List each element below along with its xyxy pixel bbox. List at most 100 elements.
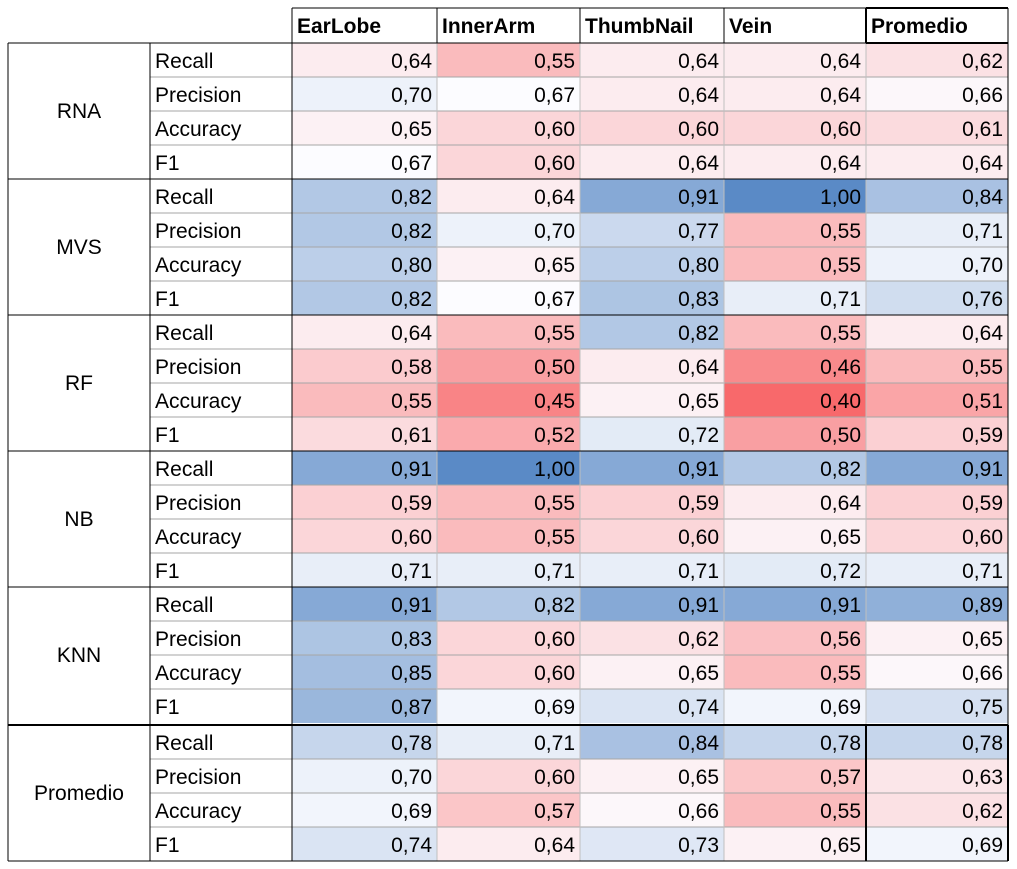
cell-value: 0,55 bbox=[534, 322, 575, 345]
cell-value: 0,73 bbox=[678, 834, 719, 857]
cell-value: 0,71 bbox=[391, 560, 432, 583]
cell-value: 0,69 bbox=[534, 696, 575, 719]
metric-label: Precision bbox=[155, 220, 241, 243]
cell-value: 0,71 bbox=[962, 560, 1003, 583]
heatmap-cell bbox=[724, 793, 866, 827]
heatmap-cell bbox=[724, 281, 866, 315]
heatmap-cell bbox=[437, 587, 580, 621]
heatmap-cell bbox=[292, 689, 437, 723]
cell-value: 0,50 bbox=[820, 424, 861, 447]
cell-value: 0,64 bbox=[820, 84, 861, 107]
heatmap-cell bbox=[437, 111, 580, 145]
cell-value: 0,60 bbox=[534, 662, 575, 685]
cell-value: 0,52 bbox=[534, 424, 575, 447]
heatmap-cell bbox=[580, 315, 724, 349]
heatmap-cell bbox=[724, 145, 866, 179]
cell-value: 0,55 bbox=[534, 492, 575, 515]
cell-value: 0,64 bbox=[534, 834, 575, 857]
group-label: NB bbox=[64, 508, 93, 531]
metric-label: Accuracy bbox=[155, 118, 242, 141]
cell-value: 0,64 bbox=[962, 322, 1003, 345]
cell-value: 0,70 bbox=[391, 766, 432, 789]
heatmap-cell bbox=[724, 485, 866, 519]
heatmap-cell bbox=[580, 111, 724, 145]
cell-value: 0,64 bbox=[820, 50, 861, 73]
cell-value: 0,82 bbox=[391, 220, 432, 243]
cell-value: 0,56 bbox=[820, 628, 861, 651]
cell-value: 0,76 bbox=[962, 288, 1003, 311]
heatmap-cell bbox=[866, 827, 1008, 861]
cell-value: 1,00 bbox=[534, 458, 575, 481]
heatmap-cell bbox=[292, 145, 437, 179]
heatmap-cell bbox=[437, 43, 580, 77]
cell-value: 0,75 bbox=[962, 696, 1003, 719]
cell-value: 0,65 bbox=[534, 254, 575, 277]
cell-value: 0,55 bbox=[534, 526, 575, 549]
heatmap-cell bbox=[580, 655, 724, 689]
heatmap-cell bbox=[437, 349, 580, 383]
heatmap-cell bbox=[292, 349, 437, 383]
cell-value: 0,84 bbox=[962, 186, 1003, 209]
cell-value: 0,64 bbox=[962, 152, 1003, 175]
heatmap-cell bbox=[724, 315, 866, 349]
heatmap-cell bbox=[724, 383, 866, 417]
cell-value: 0,78 bbox=[391, 732, 432, 755]
cell-value: 0,62 bbox=[678, 628, 719, 651]
heatmap-cell bbox=[866, 383, 1008, 417]
heatmap-cell bbox=[580, 179, 724, 213]
metric-label: Precision bbox=[155, 356, 241, 379]
cell-value: 0,64 bbox=[534, 186, 575, 209]
heatmap-cell bbox=[724, 349, 866, 383]
cell-value: 0,65 bbox=[820, 834, 861, 857]
heatmap-cell bbox=[292, 827, 437, 861]
heatmap-cell bbox=[292, 179, 437, 213]
metric-label: Accuracy bbox=[155, 526, 242, 549]
cell-value: 0,74 bbox=[678, 696, 719, 719]
heatmap-cell bbox=[724, 519, 866, 553]
cell-value: 0,71 bbox=[820, 288, 861, 311]
cell-value: 0,55 bbox=[962, 356, 1003, 379]
cell-value: 0,60 bbox=[678, 526, 719, 549]
metric-label: Precision bbox=[155, 766, 241, 789]
heatmap-cell bbox=[292, 77, 437, 111]
heatmap-cell bbox=[292, 725, 437, 759]
cell-value: 0,69 bbox=[391, 800, 432, 823]
heatmap-cell bbox=[437, 213, 580, 247]
heatmap-cell bbox=[866, 315, 1008, 349]
heatmap-cell bbox=[724, 111, 866, 145]
cell-value: 0,64 bbox=[391, 322, 432, 345]
cell-value: 0,83 bbox=[391, 628, 432, 651]
heatmap-cell bbox=[437, 759, 580, 793]
heatmap-cell bbox=[437, 689, 580, 723]
heatmap-cell bbox=[580, 485, 724, 519]
heatmap-cell bbox=[580, 77, 724, 111]
heatmap-cell bbox=[580, 43, 724, 77]
heatmap-cell bbox=[580, 793, 724, 827]
cell-value: 0,61 bbox=[962, 118, 1003, 141]
cell-value: 0,71 bbox=[678, 560, 719, 583]
cell-value: 0,55 bbox=[820, 322, 861, 345]
cell-value: 0,62 bbox=[962, 50, 1003, 73]
cell-value: 0,65 bbox=[678, 766, 719, 789]
heatmap-cell bbox=[724, 417, 866, 451]
heatmap-cell bbox=[437, 77, 580, 111]
heatmap-cell bbox=[580, 451, 724, 485]
cell-value: 0,40 bbox=[820, 390, 861, 413]
heatmap-cell bbox=[437, 655, 580, 689]
heatmap-cell bbox=[724, 451, 866, 485]
metric-label: Precision bbox=[155, 84, 241, 107]
heatmap-cell bbox=[866, 111, 1008, 145]
heatmap-cell bbox=[292, 43, 437, 77]
heatmap-cell bbox=[580, 281, 724, 315]
metric-label: Accuracy bbox=[155, 800, 242, 823]
heatmap-cell bbox=[437, 793, 580, 827]
heatmap-cell bbox=[292, 759, 437, 793]
cell-value: 0,78 bbox=[962, 732, 1003, 755]
cell-value: 0,69 bbox=[962, 834, 1003, 857]
heatmap-cell bbox=[292, 213, 437, 247]
heatmap-cell bbox=[580, 213, 724, 247]
heatmap-cell bbox=[724, 725, 866, 759]
heatmap-cell bbox=[724, 247, 866, 281]
cell-value: 0,57 bbox=[534, 800, 575, 823]
heatmap-cell bbox=[580, 827, 724, 861]
